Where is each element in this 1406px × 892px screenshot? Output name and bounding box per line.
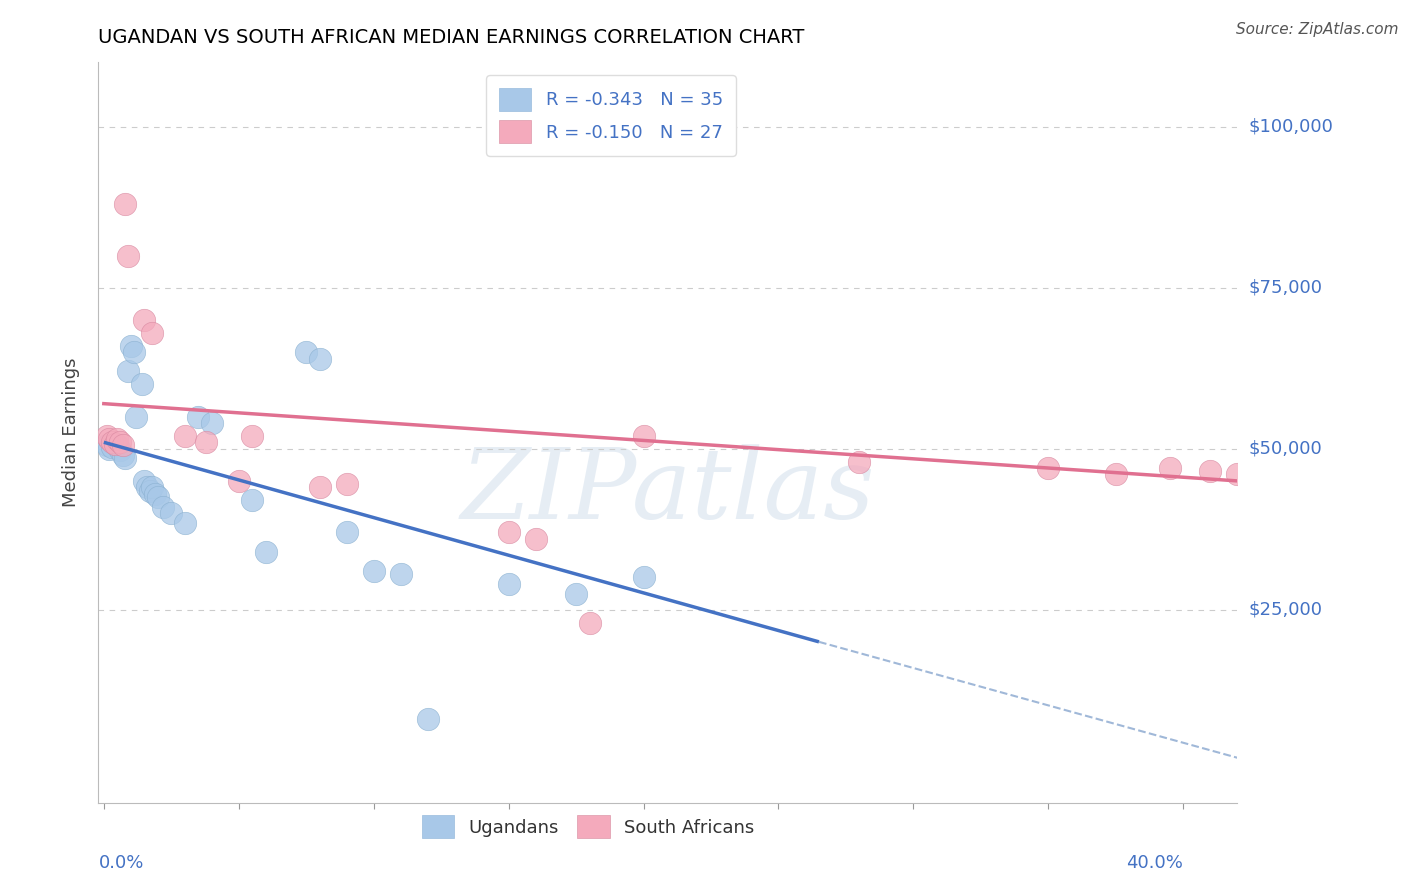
Point [134, 474, 156, 488]
Point [308, 480, 330, 494]
Point [143, 487, 166, 501]
Point [114, 451, 136, 466]
Point [201, 416, 224, 430]
Text: Source: ZipAtlas.com: Source: ZipAtlas.com [1236, 22, 1399, 37]
Point [254, 545, 277, 559]
Point [141, 480, 163, 494]
Point [1159, 461, 1181, 475]
Point [187, 409, 209, 424]
Point [108, 435, 131, 450]
Point [240, 429, 263, 443]
Point [105, 438, 128, 452]
Point [152, 500, 174, 514]
Point [195, 435, 218, 450]
Point [565, 586, 588, 600]
Point [363, 564, 385, 578]
Text: 0.0%: 0.0% [98, 855, 143, 872]
Point [1199, 464, 1222, 478]
Point [98, 432, 121, 446]
Point [848, 454, 870, 468]
Y-axis label: Median Earnings: Median Earnings [62, 358, 80, 508]
Text: 40.0%: 40.0% [1126, 855, 1184, 872]
Text: UGANDAN VS SOUTH AFRICAN MEDIAN EARNINGS CORRELATION CHART: UGANDAN VS SOUTH AFRICAN MEDIAN EARNINGS… [98, 28, 804, 47]
Point [1038, 461, 1060, 475]
Point [96, 429, 118, 443]
Point [308, 351, 330, 366]
Point [117, 364, 139, 378]
Point [146, 490, 169, 504]
Point [120, 339, 142, 353]
Point [96, 438, 118, 452]
Point [114, 197, 136, 211]
Legend: Ugandans, South Africans: Ugandans, South Africans [415, 808, 762, 846]
Point [136, 480, 159, 494]
Point [295, 345, 318, 359]
Point [389, 567, 412, 582]
Point [98, 442, 121, 456]
Point [228, 474, 250, 488]
Text: $75,000: $75,000 [1249, 279, 1323, 297]
Point [134, 313, 156, 327]
Point [104, 436, 127, 450]
Point [105, 432, 128, 446]
Point [160, 506, 183, 520]
Point [498, 525, 520, 540]
Point [336, 525, 359, 540]
Point [104, 436, 127, 450]
Point [633, 429, 655, 443]
Text: $25,000: $25,000 [1249, 600, 1323, 619]
Point [240, 493, 263, 508]
Point [111, 438, 134, 452]
Text: $50,000: $50,000 [1249, 440, 1322, 458]
Point [101, 441, 124, 455]
Point [1105, 467, 1128, 482]
Point [141, 326, 163, 340]
Point [108, 442, 131, 457]
Point [524, 532, 547, 546]
Point [498, 577, 520, 591]
Point [122, 345, 145, 359]
Text: ZIPatlas: ZIPatlas [461, 444, 875, 540]
Point [111, 448, 134, 462]
Point [416, 712, 439, 726]
Point [173, 429, 195, 443]
Point [101, 435, 124, 450]
Point [173, 516, 195, 530]
Point [578, 615, 600, 630]
Point [131, 377, 153, 392]
Point [138, 483, 160, 498]
Point [336, 477, 359, 491]
Point [117, 249, 139, 263]
Point [633, 570, 655, 584]
Text: $100,000: $100,000 [1249, 118, 1333, 136]
Point [1226, 467, 1249, 482]
Point [125, 409, 148, 424]
